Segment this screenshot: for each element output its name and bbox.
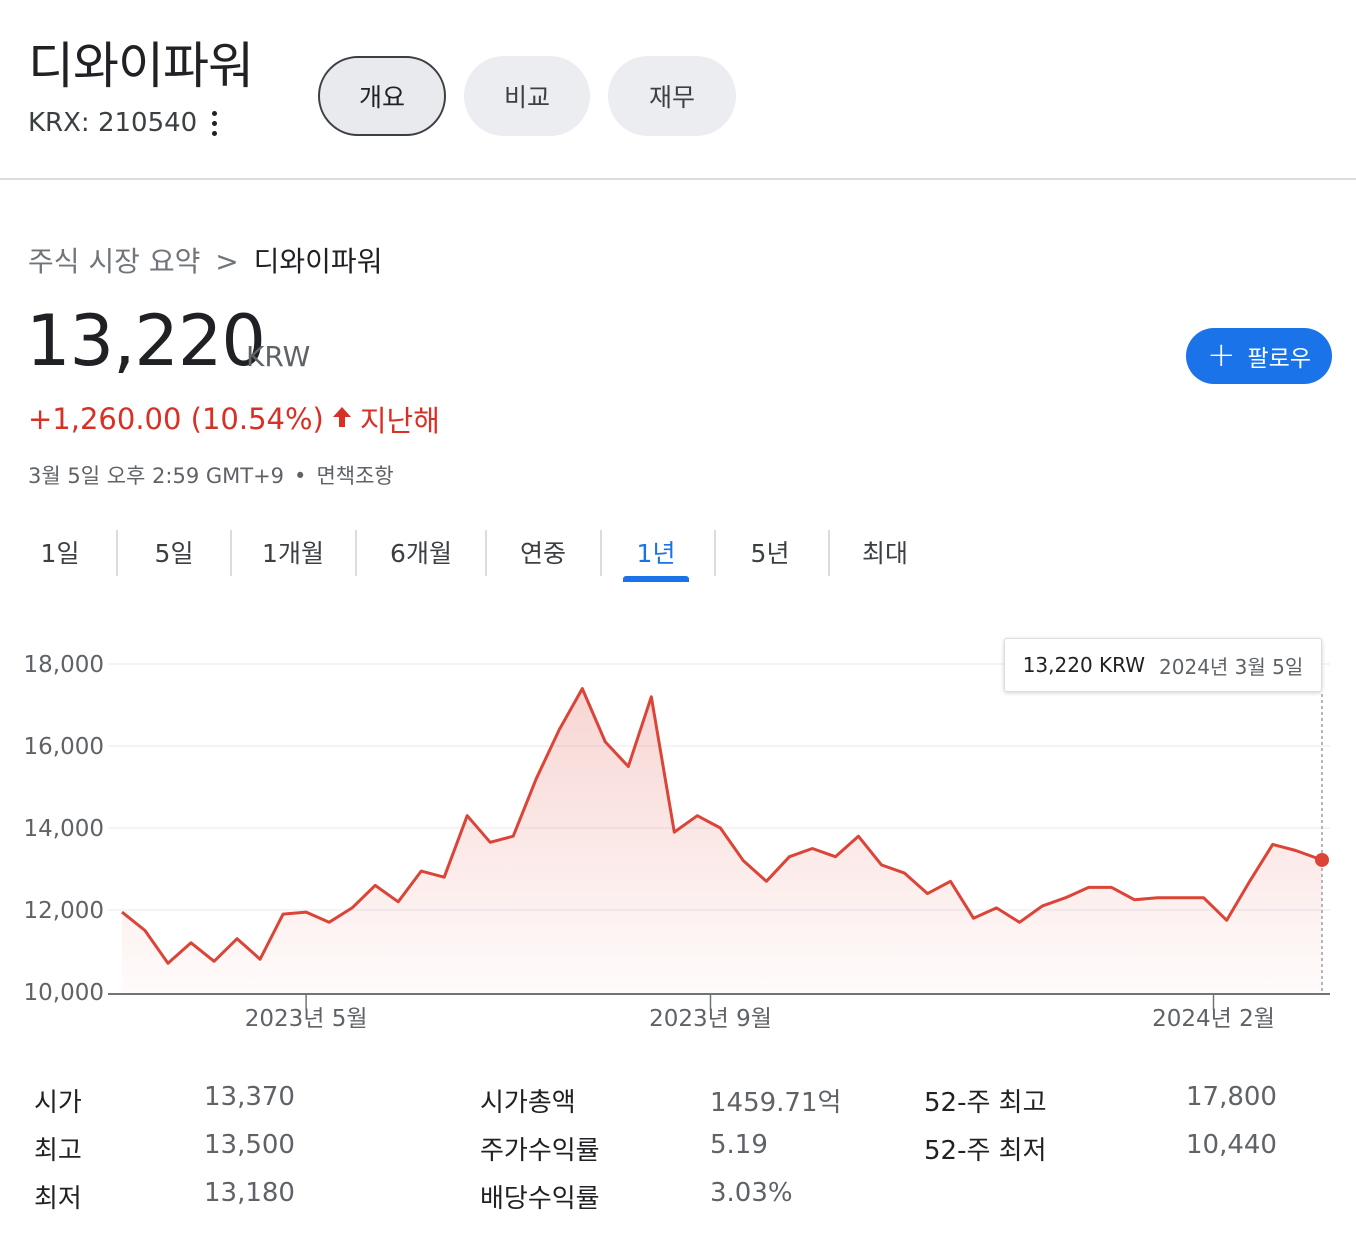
range-5y[interactable]: 5년 xyxy=(750,539,790,568)
stat-high-value: 13,500 xyxy=(204,1130,295,1160)
stat-high-label: 최고 xyxy=(34,1136,82,1166)
currency-label: KRW xyxy=(246,340,311,373)
breadcrumb: 주식 시장 요약 > 디와이파워 xyxy=(28,240,382,280)
tooltip-price: 13,220 KRW xyxy=(1022,653,1146,677)
key-stats: 시가 13,370 최고 13,500 최저 13,180 시가총액 1459.… xyxy=(0,1070,1356,1230)
breadcrumb-market-summary[interactable]: 주식 시장 요약 xyxy=(28,245,201,278)
range-divider xyxy=(600,530,602,576)
stat-pe-ratio-label: 주가수익률 xyxy=(480,1136,600,1166)
stat-dividend-label: 배당수익률 xyxy=(480,1184,600,1214)
range-max[interactable]: 최대 xyxy=(861,539,908,568)
plus-icon: + xyxy=(1207,334,1236,375)
y-tick-label: 12,000 xyxy=(24,898,104,924)
price-line xyxy=(121,687,1323,965)
stat-open-label: 시가 xyxy=(34,1088,82,1118)
change-period: 지난해 xyxy=(359,404,440,438)
follow-label: 팔로우 xyxy=(1247,346,1311,372)
x-tick-label: 2024년 2월 xyxy=(1152,1006,1275,1032)
range-6m[interactable]: 6개월 xyxy=(390,539,452,568)
tab-financials[interactable]: 재무 xyxy=(608,56,736,136)
stat-market-cap-label: 시가총액 xyxy=(480,1088,576,1118)
y-tick-label: 10,000 xyxy=(24,980,104,1006)
range-1y[interactable]: 1년 xyxy=(636,539,676,568)
breadcrumb-current: 디와이파워 xyxy=(253,245,383,278)
range-1m[interactable]: 1개월 xyxy=(262,539,324,568)
tab-compare[interactable]: 비교 xyxy=(464,56,590,136)
current-price: 13,220 xyxy=(26,300,266,382)
quote-timestamp: 3월 5일 오후 2:59 GMT+9 • 면책조항 xyxy=(28,460,394,490)
follow-button[interactable]: + 팔로우 xyxy=(1186,328,1332,384)
y-tick-label: 18,000 xyxy=(24,652,104,678)
range-divider xyxy=(230,530,232,576)
range-5d[interactable]: 5일 xyxy=(154,539,194,568)
current-price-marker xyxy=(1315,852,1329,867)
tab-overview[interactable]: 개요 xyxy=(318,56,446,136)
range-ytd[interactable]: 연중 xyxy=(519,539,566,568)
chart-canvas[interactable]: 18,000 16,000 14,000 12,000 10,000 2023년 5월 20… xyxy=(0,620,1356,1060)
company-name: 디와이파워 xyxy=(28,37,254,95)
arrow-up-icon xyxy=(332,402,352,436)
stat-52w-low-value: 10,440 xyxy=(1186,1130,1277,1160)
stat-low-label: 최저 xyxy=(34,1184,82,1214)
range-divider xyxy=(485,530,487,576)
x-tick-label: 2023년 5월 xyxy=(245,1006,368,1032)
price-change: +1,260.00 (10.54%) 지난해 xyxy=(28,398,440,440)
stat-open-value: 13,370 xyxy=(204,1082,295,1112)
chart-tooltip: 13,220 KRW 2024년 3월 5일 xyxy=(1004,638,1322,692)
stat-pe-ratio-value: 5.19 xyxy=(710,1130,768,1160)
tooltip-date: 2024년 3월 5일 xyxy=(1159,654,1304,679)
timestamp-text: 3월 5일 오후 2:59 GMT+9 xyxy=(28,464,285,488)
ticker-symbol: KRX: 210540 xyxy=(28,108,198,138)
range-divider xyxy=(714,530,716,576)
range-divider xyxy=(116,530,118,576)
range-divider xyxy=(355,530,357,576)
stat-52w-high-label: 52-주 최고 xyxy=(924,1088,1047,1118)
range-1d[interactable]: 1일 xyxy=(40,539,80,568)
more-options-icon[interactable] xyxy=(200,106,228,140)
stat-dividend-value: 3.03% xyxy=(710,1178,793,1208)
stat-low-value: 13,180 xyxy=(204,1178,295,1208)
y-tick-label: 16,000 xyxy=(24,734,104,760)
price-area-fill xyxy=(122,688,1322,994)
change-value: +1,260.00 (10.54%) xyxy=(28,402,324,436)
y-tick-label: 14,000 xyxy=(24,816,104,842)
active-range-indicator xyxy=(623,576,689,582)
range-divider xyxy=(828,530,830,576)
x-tick-label: 2023년 9월 xyxy=(649,1006,772,1032)
separator-dot: • xyxy=(294,464,307,488)
disclaimer-link[interactable]: 면책조항 xyxy=(316,464,394,488)
breadcrumb-separator: > xyxy=(215,245,239,278)
stat-52w-high-value: 17,800 xyxy=(1186,1082,1277,1112)
price-chart[interactable]: 18,000 16,000 14,000 12,000 10,000 2023년 5월 20… xyxy=(0,620,1356,1060)
stat-market-cap-value: 1459.71억 xyxy=(710,1088,842,1118)
header: 디와이파워 KRX: 210540 개요 비교 재무 xyxy=(0,0,1356,180)
range-selector: 1일 5일 1개월 6개월 연중 1년 5년 최대 xyxy=(0,528,960,584)
stat-52w-low-label: 52-주 최저 xyxy=(924,1136,1047,1166)
